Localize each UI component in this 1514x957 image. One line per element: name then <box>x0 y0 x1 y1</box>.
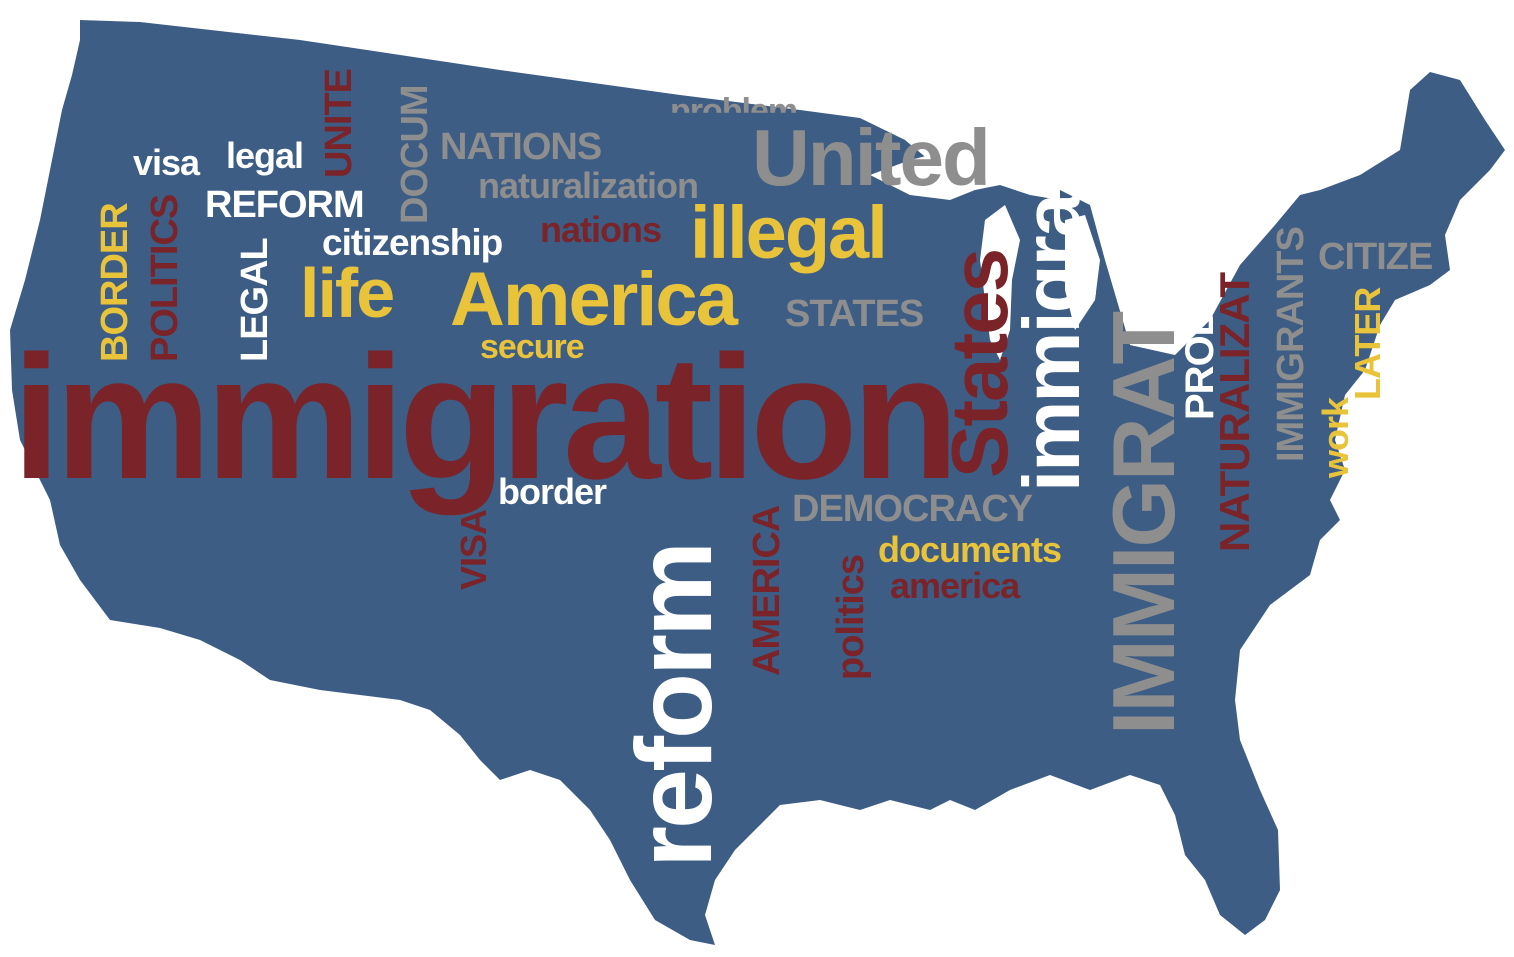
great-lakes-cutout <box>870 145 1100 360</box>
word-naturalization: naturalization <box>478 165 699 206</box>
word-life: life <box>300 254 395 332</box>
word-DEMOCRACY: DEMOCRACY <box>792 488 1033 530</box>
word-secure: secure <box>480 328 585 366</box>
word-STATES: STATES <box>785 293 924 335</box>
word-CITIZE: CITIZE <box>1318 236 1433 278</box>
word-problem: problem <box>670 92 798 130</box>
word-politics-vertical: politics <box>830 554 872 680</box>
word-immigra-vertical: immigra <box>1007 194 1096 492</box>
word-REFORM: REFORM <box>205 184 365 226</box>
word-LATER-vertical: LATER <box>1347 287 1388 400</box>
word-illegal: illegal <box>690 191 888 274</box>
word-United-top: United <box>752 113 991 202</box>
word-documents: documents <box>878 529 1062 570</box>
word-BORDER-vertical: BORDER <box>94 203 136 362</box>
word-work-vertical: work <box>1315 397 1356 478</box>
word-AMERICA-vertical: AMERICA <box>746 505 788 676</box>
word-IMMIGRANTS-vertical: IMMIGRANTS <box>1270 227 1312 462</box>
word-nations: nations <box>540 209 662 250</box>
word-IMMIGRAT-vertical: IMMIGRAT <box>1094 312 1193 735</box>
word-America: America <box>450 257 738 342</box>
word-UNITE-vertical: UNITE <box>318 69 360 178</box>
word-legal: legal <box>226 135 304 176</box>
word-LEGAL-vertical: LEGAL <box>234 238 276 362</box>
word-PROBL-vertical: PROBL <box>1178 285 1222 420</box>
word-citizenship: citizenship <box>322 222 503 263</box>
word-VISA-vertical: VISA <box>453 509 494 590</box>
word-visa: visa <box>133 142 200 183</box>
word-NATIONS: NATIONS <box>440 126 602 168</box>
word-border: border <box>498 471 607 512</box>
word-america-lower: america <box>890 565 1020 606</box>
word-reform-vertical: reform <box>613 543 734 868</box>
word-immigration: immigration <box>12 320 959 516</box>
us-map-fill <box>10 20 1505 945</box>
word-POLITICS-vertical: POLITICS <box>144 194 186 362</box>
word-DOCUM-vertical: DOCUM <box>394 85 436 224</box>
